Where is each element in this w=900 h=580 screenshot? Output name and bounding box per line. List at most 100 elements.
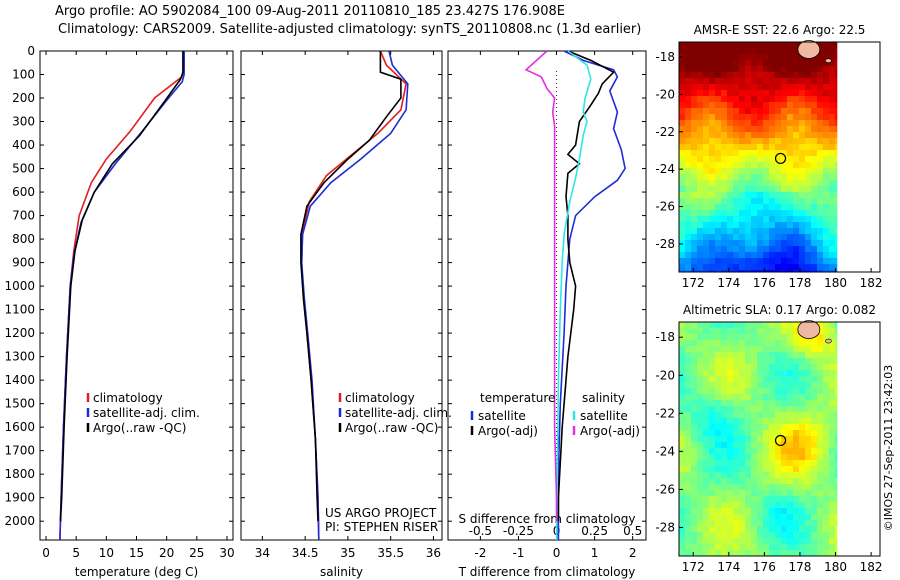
heatmap-cell — [715, 382, 721, 388]
heatmap-cell — [787, 514, 793, 520]
heatmap-cell — [823, 180, 829, 186]
heatmap-cell — [721, 454, 727, 460]
heatmap-cell — [751, 382, 757, 388]
heatmap-cell — [703, 240, 709, 246]
heatmap-cell — [757, 114, 763, 120]
heatmap-cell — [709, 442, 715, 448]
heatmap-cell — [835, 484, 838, 490]
heatmap-cell — [829, 322, 835, 328]
heatmap-cell — [721, 210, 727, 216]
map-title: Altimetric SLA: 0.17 Argo: 0.082 — [683, 303, 876, 317]
heatmap-cell — [775, 454, 781, 460]
heatmap-cell — [811, 424, 817, 430]
heatmap-cell — [763, 228, 769, 234]
heatmap-cell — [685, 240, 691, 246]
heatmap-cell — [679, 198, 685, 204]
heatmap-cell — [727, 526, 733, 532]
heatmap-cell — [679, 216, 685, 222]
heatmap-cell — [829, 228, 835, 234]
heatmap-cell — [721, 388, 727, 394]
heatmap-cell — [721, 346, 727, 352]
heatmap-cell — [811, 162, 817, 168]
heatmap-cell — [817, 270, 823, 272]
heatmap-cell — [739, 258, 745, 264]
legend-label: Argo(-adj) — [580, 424, 640, 438]
heatmap-cell — [751, 370, 757, 376]
heatmap-cell — [733, 90, 739, 96]
heatmap-cell — [817, 102, 823, 108]
heatmap-cell — [745, 168, 751, 174]
heatmap-cell — [727, 460, 733, 466]
heatmap-cell — [829, 102, 835, 108]
heatmap-cell — [835, 394, 838, 400]
heatmap-cell — [763, 418, 769, 424]
heatmap-cell — [697, 520, 703, 526]
legend-label: Argo(..raw -QC) — [93, 421, 186, 435]
heatmap-cell — [709, 376, 715, 382]
heatmap-cell — [685, 496, 691, 502]
heatmap-cell — [709, 132, 715, 138]
heatmap-cell — [769, 424, 775, 430]
panel-frame — [447, 50, 647, 541]
heatmap-cell — [727, 358, 733, 364]
heatmap-cell — [709, 382, 715, 388]
heatmap-cell — [769, 162, 775, 168]
heatmap-cell — [733, 532, 739, 538]
heatmap-cell — [745, 418, 751, 424]
heatmap-cell — [781, 114, 787, 120]
heatmap-cell — [811, 418, 817, 424]
heatmap-cell — [679, 484, 685, 490]
heatmap-cell — [715, 48, 721, 54]
heatmap-cell — [697, 66, 703, 72]
heatmap-cell — [709, 334, 715, 340]
heatmap-cell — [691, 108, 697, 114]
heatmap-cell — [835, 252, 838, 258]
heatmap-cell — [739, 198, 745, 204]
heatmap-cell — [697, 132, 703, 138]
heatmap-cell — [787, 370, 793, 376]
heatmap-cell — [763, 448, 769, 454]
heatmap-cell — [781, 328, 787, 334]
heatmap-cell — [709, 114, 715, 120]
heatmap-cell — [823, 328, 829, 334]
heatmap-cell — [757, 346, 763, 352]
heatmap-cell — [763, 472, 769, 478]
heatmap-cell — [775, 358, 781, 364]
heatmap-cell — [697, 412, 703, 418]
heatmap-cell — [835, 466, 838, 472]
heatmap-cell — [739, 48, 745, 54]
y-tick-label: 1600 — [4, 420, 35, 434]
heatmap-cell — [757, 388, 763, 394]
heatmap-cell — [709, 174, 715, 180]
heatmap-cell — [799, 180, 805, 186]
heatmap-cell — [745, 48, 751, 54]
heatmap-cell — [787, 138, 793, 144]
heatmap-cell — [793, 400, 799, 406]
heatmap-cell — [691, 520, 697, 526]
x-tick-label: -2 — [474, 546, 486, 560]
heatmap-cell — [805, 430, 811, 436]
heatmap-cell — [799, 246, 805, 252]
heatmap-cell — [745, 502, 751, 508]
heatmap-cell — [781, 144, 787, 150]
heatmap-cell — [781, 54, 787, 60]
heatmap-cell — [691, 60, 697, 66]
heatmap-cell — [817, 246, 823, 252]
y-tick-label: 2000 — [4, 514, 35, 528]
heatmap-cell — [805, 138, 811, 144]
heatmap-cell — [823, 472, 829, 478]
heatmap-cell — [691, 90, 697, 96]
heatmap-cell — [679, 138, 685, 144]
heatmap-cell — [775, 114, 781, 120]
heatmap-cell — [835, 168, 838, 174]
heatmap-cell — [685, 490, 691, 496]
heatmap-cell — [739, 514, 745, 520]
heatmap-cell — [823, 496, 829, 502]
heatmap-cell — [709, 328, 715, 334]
heatmap-cell — [829, 376, 835, 382]
heatmap-cell — [793, 138, 799, 144]
heatmap-cell — [745, 228, 751, 234]
heatmap-cell — [751, 448, 757, 454]
heatmap-cell — [829, 550, 835, 556]
heatmap-cell — [763, 114, 769, 120]
